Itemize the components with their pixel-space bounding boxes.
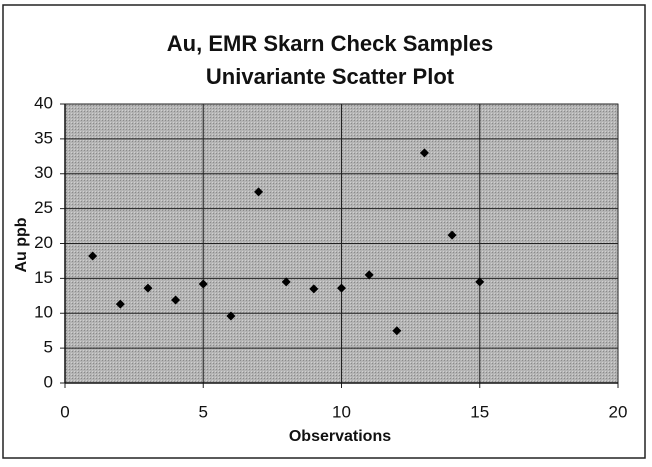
point bbox=[419, 148, 429, 158]
point bbox=[309, 284, 319, 294]
y-tick-label: 35 bbox=[34, 128, 53, 147]
chart-title: Au, EMR Skarn Check Samples bbox=[167, 31, 493, 56]
x-tick-label: 20 bbox=[609, 402, 628, 421]
y-tick-label: 25 bbox=[34, 198, 53, 217]
x-tick-label: 0 bbox=[60, 402, 69, 421]
y-tick-label: 40 bbox=[34, 93, 53, 112]
y-tick-label: 15 bbox=[34, 268, 53, 287]
x-tick-label: 15 bbox=[470, 402, 489, 421]
point bbox=[281, 277, 291, 287]
point bbox=[364, 270, 374, 280]
point bbox=[143, 283, 153, 293]
x-tick-label: 5 bbox=[199, 402, 208, 421]
point bbox=[475, 277, 485, 287]
point bbox=[254, 187, 264, 197]
chart-subtitle: Univariante Scatter Plot bbox=[206, 64, 455, 89]
point bbox=[392, 326, 402, 336]
y-tick-label: 30 bbox=[34, 163, 53, 182]
point bbox=[88, 251, 98, 261]
x-axis-label: Observations bbox=[289, 428, 391, 445]
y-tick-label: 20 bbox=[34, 233, 53, 252]
point bbox=[115, 299, 125, 309]
point bbox=[171, 295, 181, 305]
y-tick-label: 5 bbox=[44, 338, 53, 357]
point bbox=[226, 311, 236, 321]
point bbox=[337, 283, 346, 293]
point bbox=[198, 279, 208, 289]
x-tick-label: 10 bbox=[332, 402, 351, 421]
y-tick-label: 10 bbox=[34, 303, 53, 322]
point bbox=[447, 230, 457, 240]
y-tick-label: 0 bbox=[44, 372, 53, 391]
y-axis-label: Au ppb bbox=[13, 217, 30, 272]
